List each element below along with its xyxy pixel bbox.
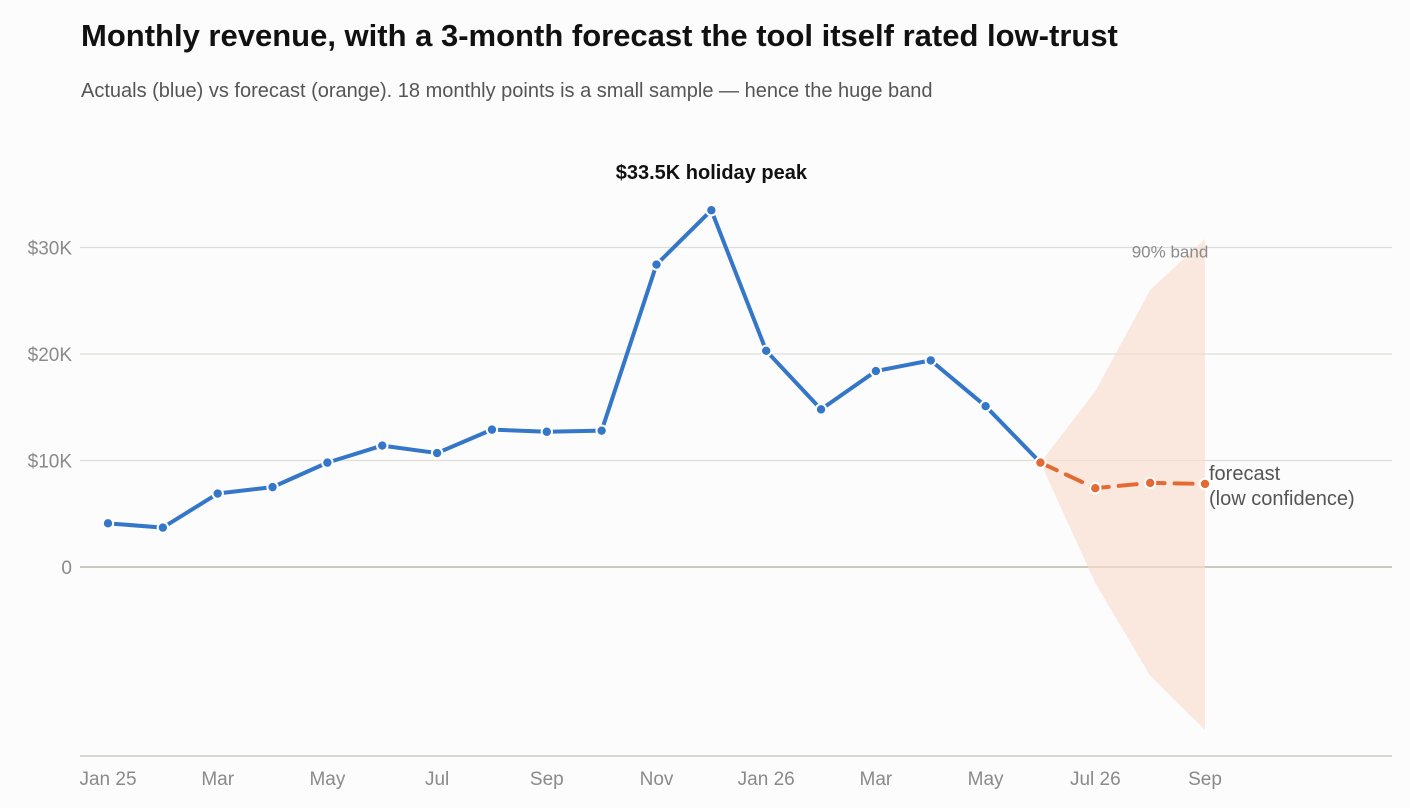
forecast-annotation: forecast [1209,463,1281,485]
chart-title: Monthly revenue, with a 3-month forecast… [81,18,1118,53]
x-tick-label: May [968,769,1004,790]
y-tick-label: 0 [61,558,72,579]
x-tick-label: Sep [530,769,564,790]
actual-point [485,423,499,436]
chart-subtitle: Actuals (blue) vs forecast (orange). 18 … [81,80,933,102]
forecast-start-point [1034,456,1047,469]
forecast-line [1038,460,1207,491]
actual-point [211,487,224,500]
actual-point [101,517,115,530]
forecast-point [1198,477,1212,491]
actual-point [705,204,718,217]
actual-point [924,354,937,367]
x-tick-label: Sep [1188,769,1222,790]
x-tick-label: Nov [640,769,674,790]
actual-point [595,424,608,437]
y-tick-label: $10K [28,452,73,473]
x-tick-label: May [309,769,345,790]
actual-point [266,480,279,494]
x-tick-label: Jul [425,769,449,790]
label-layer: 90% band $33.5K holiday peak forecast (low … [616,162,1355,510]
y-tick-label: $20K [28,345,73,366]
y-tick-label: $30K [28,239,73,260]
actual-point [156,521,170,534]
forecast-point [1089,481,1102,495]
x-tick-label: Jan 25 [79,769,136,790]
line-layer [106,208,1207,530]
actual-point [376,439,389,452]
forecast-annotation: (low confidence) [1209,488,1355,510]
actual-point [979,399,992,413]
actual-line [106,208,1043,530]
forecast-point [1143,476,1157,490]
actual-point [650,258,663,271]
actual-point [869,364,883,378]
band-label: 90% band [1132,242,1209,261]
x-tick-label: Mar [860,769,893,790]
actual-point [540,425,553,438]
x-tick-label: Jan 26 [738,769,795,790]
x-tick-label: Jul 26 [1070,769,1121,790]
point-layer [101,204,1212,534]
x-tick-label: Mar [201,769,234,790]
actual-point [814,403,828,416]
actual-point [321,456,334,469]
peak-annotation: $33.5K holiday peak [616,162,808,184]
actual-point [760,344,773,358]
actual-point [430,446,444,460]
